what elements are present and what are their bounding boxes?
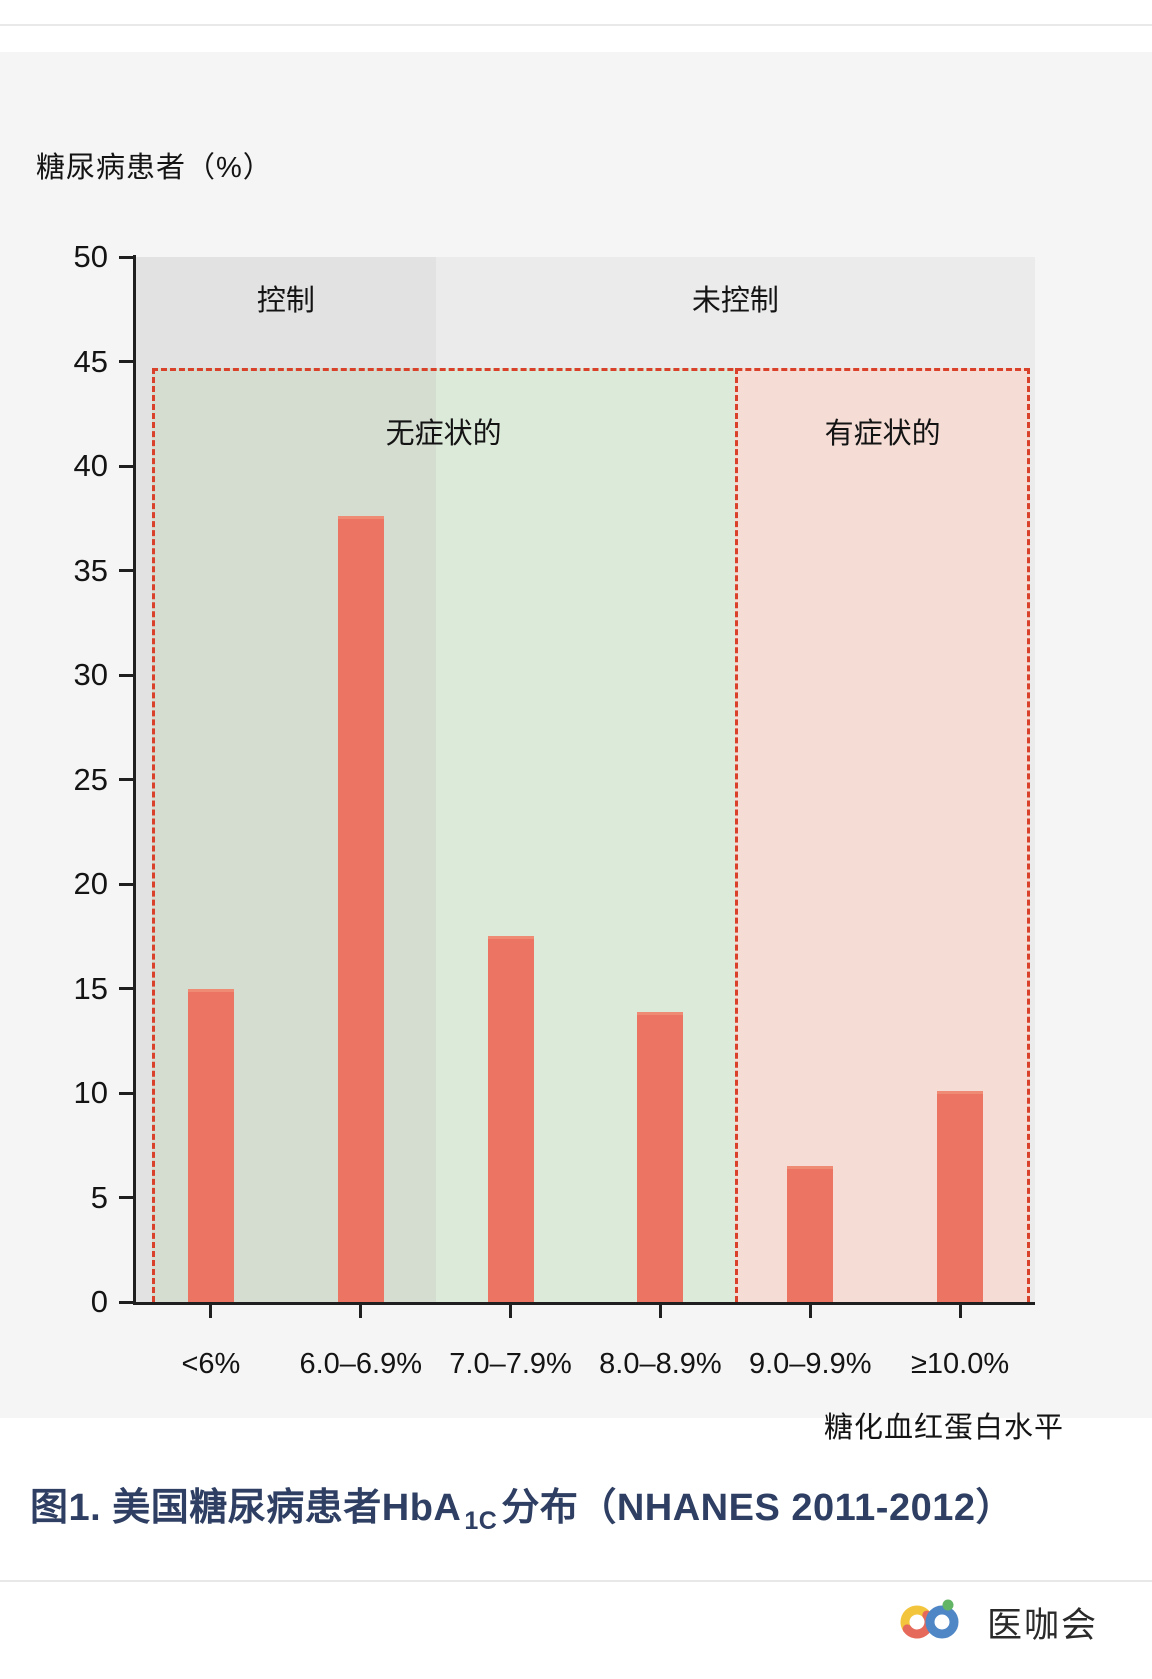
infinity-chain-icon bbox=[900, 1599, 959, 1639]
y-tick-label: 0 bbox=[90, 1284, 108, 1319]
y-tick-label: 20 bbox=[73, 866, 108, 901]
y-tick bbox=[119, 882, 134, 886]
brand-logo: 医咖会 bbox=[895, 1596, 1098, 1648]
y-tick bbox=[119, 255, 134, 259]
y-tick bbox=[119, 1196, 134, 1199]
y-tick bbox=[119, 464, 134, 468]
zone-label: 未控制 bbox=[691, 285, 779, 317]
zone-label: 控制 bbox=[256, 285, 315, 317]
caption-subscript: 1C bbox=[464, 1507, 498, 1535]
y-tick-label: 40 bbox=[73, 448, 108, 483]
bar bbox=[337, 516, 384, 1302]
y-tick bbox=[119, 778, 134, 781]
y-tick bbox=[119, 360, 134, 363]
y-tick-label: 15 bbox=[73, 970, 108, 1006]
x-axis-title: 糖化血红蛋白水平 bbox=[823, 1412, 1064, 1444]
y-tick-label: 25 bbox=[73, 761, 108, 797]
y-tick-label: 30 bbox=[73, 657, 108, 692]
y-axis-line bbox=[133, 255, 136, 1305]
bar-chart: 控制 未控制无症状的 有症状的 0 5 10 15 20 25 30 35 40 45 50 <6% 6.0–… bbox=[74, 239, 1035, 1380]
region-label: 有症状的 bbox=[824, 417, 941, 450]
bar bbox=[937, 1090, 984, 1302]
x-tick bbox=[958, 1305, 962, 1318]
y-tick bbox=[119, 987, 134, 990]
brand-name: 医咖会 bbox=[986, 1605, 1098, 1645]
y-tick bbox=[119, 1300, 134, 1304]
region-fill-asymptomatic bbox=[435, 367, 736, 1302]
chart-card: 糖尿病患者（%） 控制 未控制无症状的 有症状的 0 5 10 15 20 25 30 35 40 45… bbox=[0, 52, 1152, 1444]
x-tick bbox=[808, 1305, 812, 1318]
top-divider-line bbox=[0, 24, 1152, 26]
caption-prefix: 图1. 美国糖尿病患者HbA bbox=[30, 1487, 462, 1529]
x-tick bbox=[359, 1305, 363, 1318]
x-tick bbox=[209, 1305, 213, 1318]
x-tick-label: 7.0–7.9% bbox=[449, 1348, 572, 1380]
x-tick-label: 9.0–9.9% bbox=[748, 1348, 872, 1380]
region-label: 无症状的 bbox=[385, 417, 502, 450]
y-axis-title: 糖尿病患者（%） bbox=[36, 152, 273, 184]
x-tick bbox=[658, 1305, 662, 1318]
y-tick bbox=[119, 673, 134, 677]
x-tick-label: ≥10.0% bbox=[911, 1348, 1010, 1380]
y-tick-label: 10 bbox=[73, 1075, 108, 1110]
y-tick-label: 5 bbox=[90, 1179, 108, 1215]
x-tick-label: 6.0–6.9% bbox=[299, 1348, 423, 1380]
x-axis-line bbox=[133, 1302, 1035, 1305]
y-tick-label: 50 bbox=[73, 239, 108, 274]
x-tick-label: <6% bbox=[181, 1348, 241, 1380]
bar bbox=[637, 1011, 684, 1302]
bar bbox=[487, 936, 534, 1302]
x-tick-label: 8.0–8.9% bbox=[599, 1348, 722, 1380]
y-tick bbox=[119, 569, 134, 572]
footer-divider-line bbox=[0, 1580, 1152, 1582]
caption-suffix: 分布（NHANES 2011-2012） bbox=[501, 1487, 1014, 1529]
figure-caption: 图1. 美国糖尿病患者HbA 1C 分布（NHANES 2011-2012） bbox=[30, 1476, 1014, 1536]
region-divider bbox=[735, 367, 739, 1302]
dashed-box bbox=[152, 367, 1030, 1302]
y-tick bbox=[119, 1091, 134, 1095]
y-tick-label: 45 bbox=[73, 343, 108, 379]
y-tick-label: 35 bbox=[73, 552, 108, 588]
bar bbox=[187, 988, 234, 1302]
x-tick bbox=[509, 1305, 513, 1318]
bar bbox=[787, 1166, 834, 1302]
